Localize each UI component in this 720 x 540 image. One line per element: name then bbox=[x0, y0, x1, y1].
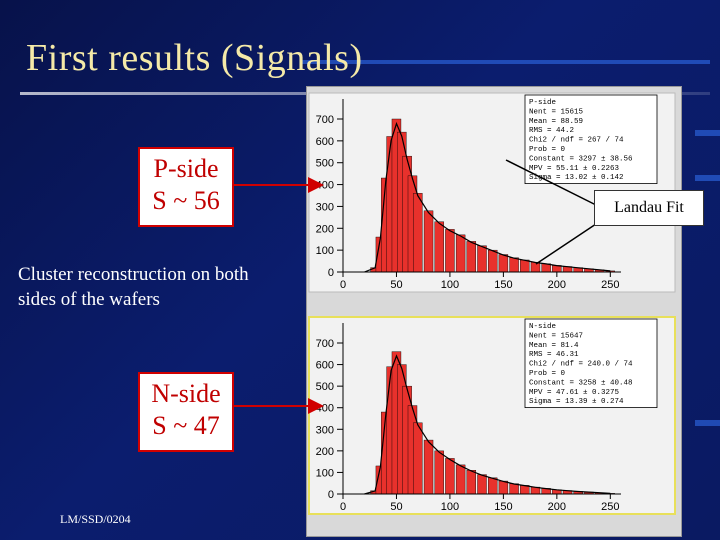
x-tick-label: 250 bbox=[601, 279, 619, 291]
x-tick-label: 250 bbox=[601, 501, 619, 513]
x-tick-label: 150 bbox=[494, 279, 512, 291]
histogram-bar bbox=[487, 249, 498, 273]
stats-line: Nent = 15647 bbox=[529, 332, 583, 340]
histogram-bar bbox=[477, 474, 487, 495]
histogram-bar bbox=[466, 241, 477, 273]
x-tick-label: 150 bbox=[494, 501, 512, 513]
y-tick-label: 500 bbox=[316, 158, 334, 170]
y-tick-label: 200 bbox=[316, 223, 334, 235]
y-tick-label: 600 bbox=[316, 360, 334, 372]
histogram-bar bbox=[498, 254, 509, 273]
stats-line: Chi2 / ndf = 240.0 / 74 bbox=[529, 361, 633, 369]
landau-fit-curve bbox=[364, 121, 611, 273]
y-tick-label: 700 bbox=[316, 114, 334, 126]
x-tick-label: 50 bbox=[390, 279, 402, 291]
y-tick-label: 100 bbox=[316, 245, 334, 257]
x-tick-label: 0 bbox=[340, 279, 346, 291]
histogram-bar bbox=[423, 439, 434, 495]
histogram-bar bbox=[487, 477, 498, 495]
n-side-signal: S ~ 47 bbox=[152, 411, 220, 440]
y-tick-label: 300 bbox=[316, 201, 334, 213]
stats-line: P-side bbox=[529, 99, 556, 107]
decorative-bar bbox=[695, 175, 720, 181]
x-tick-label: 200 bbox=[548, 279, 566, 291]
y-tick-label: 0 bbox=[328, 267, 334, 279]
y-tick-label: 500 bbox=[316, 381, 334, 393]
decorative-bar bbox=[695, 130, 720, 136]
y-tick-label: 300 bbox=[316, 424, 334, 436]
histogram-bar bbox=[413, 193, 423, 273]
stats-line: Sigma = 13.39 ± 0.274 bbox=[529, 398, 624, 406]
caption-text: Cluster reconstruction on both sides of … bbox=[18, 264, 249, 310]
stats-line: N-side bbox=[529, 323, 556, 331]
x-tick-label: 100 bbox=[441, 501, 459, 513]
stats-line: Chi2 / ndf = 267 / 74 bbox=[529, 137, 624, 145]
stats-line: Mean = 88.59 bbox=[529, 118, 583, 126]
p-side-label: P-side bbox=[153, 154, 219, 183]
y-tick-label: 600 bbox=[316, 136, 334, 148]
histogram-bar bbox=[413, 422, 423, 495]
y-tick-label: 200 bbox=[316, 446, 334, 458]
histogram-bar bbox=[423, 210, 434, 273]
y-tick-label: 100 bbox=[316, 467, 334, 479]
n-side-box: N-side S ~ 47 bbox=[138, 372, 234, 452]
histogram-bar bbox=[520, 259, 530, 273]
histogram-bar bbox=[466, 470, 477, 495]
y-tick-label: 0 bbox=[328, 489, 334, 501]
stats-line: RMS = 44.2 bbox=[529, 127, 574, 135]
stats-box bbox=[524, 318, 658, 408]
plot-frame: 0 100 200 300 400 500 600 700 0 50 100 150 200 250 P-s… bbox=[306, 86, 682, 537]
p-side-box: P-side S ~ 56 bbox=[138, 147, 234, 227]
x-tick-label: 100 bbox=[441, 279, 459, 291]
stats-line: Nent = 15615 bbox=[529, 108, 584, 116]
histogram-bar bbox=[455, 464, 466, 495]
histogram-bar bbox=[434, 221, 444, 273]
stats-line: Prob = 0 bbox=[529, 146, 566, 154]
y-tick-label: 400 bbox=[316, 180, 334, 192]
p-side-signal: S ~ 56 bbox=[152, 186, 220, 215]
histogram-bar bbox=[509, 483, 519, 495]
stats-line: MPV = 55.11 ± 0.2263 bbox=[529, 165, 620, 173]
x-tick-label: 50 bbox=[390, 501, 402, 513]
slide-title: First results (Signals) bbox=[26, 37, 363, 79]
histogram-bar bbox=[434, 450, 444, 495]
x-tick-label: 200 bbox=[548, 501, 566, 513]
histogram-bar bbox=[509, 257, 519, 273]
stats-line: Constant = 3297 ± 38.56 bbox=[529, 155, 633, 163]
stats-line: Prob = 0 bbox=[529, 370, 566, 378]
y-tick-label: 400 bbox=[316, 403, 334, 415]
decorative-bar bbox=[300, 60, 710, 64]
histogram-bar bbox=[445, 458, 455, 495]
histogram-bar bbox=[477, 245, 487, 273]
landau-fit-curve bbox=[364, 354, 611, 495]
histogram-bar bbox=[530, 261, 541, 273]
stats-line: Sigma = 13.02 ± 0.142 bbox=[529, 174, 624, 182]
stats-line: MPV = 47.61 ± 0.3275 bbox=[529, 389, 620, 397]
decorative-bar bbox=[695, 420, 720, 426]
histogram-bar bbox=[498, 480, 509, 495]
stats-line: Constant = 3258 ± 40.48 bbox=[529, 379, 633, 387]
histogram-bar bbox=[445, 229, 455, 273]
n-side-label: N-side bbox=[151, 379, 221, 408]
histogram-bar bbox=[455, 234, 466, 273]
x-tick-label: 0 bbox=[340, 501, 346, 513]
y-tick-label: 700 bbox=[316, 338, 334, 350]
footer-text: LM/SSD/0204 bbox=[60, 512, 131, 526]
stats-line: Mean = 81.4 bbox=[529, 342, 579, 350]
stats-line: RMS = 46.31 bbox=[529, 351, 579, 359]
landau-fit-label: Landau Fit bbox=[594, 190, 704, 226]
